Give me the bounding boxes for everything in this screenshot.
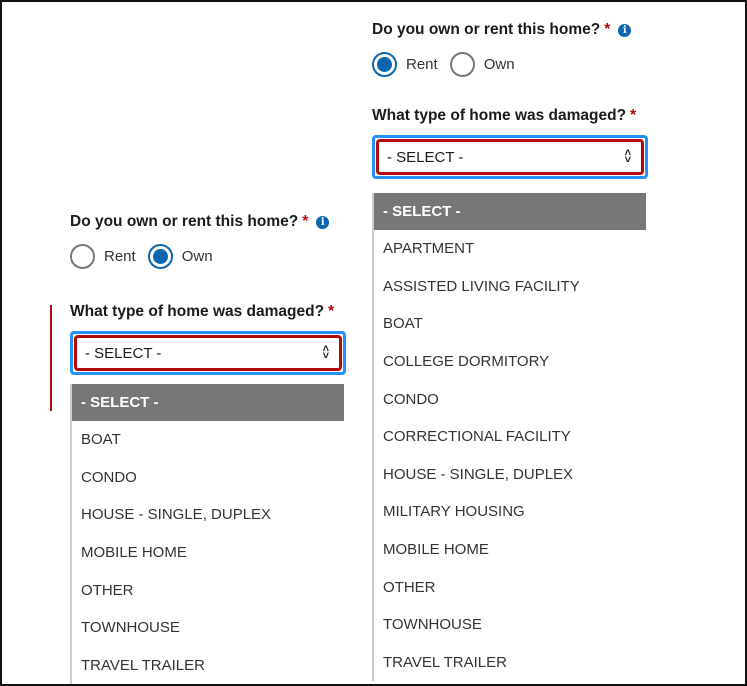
info-icon[interactable]: i — [316, 215, 330, 229]
required-asterisk: * — [328, 303, 335, 320]
required-asterisk: * — [630, 107, 637, 124]
dropdown-option[interactable]: CORRECTIONAL FACILITY — [383, 428, 571, 446]
radio-circle-icon[interactable] — [70, 244, 95, 269]
radio-circle-icon[interactable] — [147, 244, 173, 269]
dropdown-option[interactable]: BOAT — [383, 315, 423, 333]
right-dropdown-list[interactable]: - SELECT - APARTMENT ASSISTED LIVING FACIL… — [372, 193, 646, 682]
dropdown-option[interactable]: CONDO — [383, 390, 439, 408]
home-type-select[interactable]: - SELECT - ˄ ˅ — [372, 135, 648, 179]
radio-rent[interactable]: Rent — [372, 52, 438, 77]
chevron-up-down-icon: ˄ ˅ — [322, 343, 329, 362]
home-type-select[interactable]: - SELECT - ˄ ˅ — [70, 331, 346, 375]
left-dropdown-list[interactable]: - SELECT - BOAT CONDO HOUSE - SINGLE, DUPLE… — [70, 384, 344, 685]
ownership-radio-group: Rent Own — [70, 244, 346, 269]
dropdown-option[interactable]: MOBILE HOME — [383, 541, 489, 559]
dropdown-option[interactable]: APARTMENT — [383, 240, 475, 258]
dropdown-option[interactable]: BOAT — [81, 431, 121, 449]
info-icon[interactable]: i — [618, 23, 632, 37]
dropdown-option[interactable]: - SELECT - — [72, 384, 344, 421]
error-indicator-bar — [50, 305, 52, 411]
dropdown-option[interactable]: OTHER — [383, 578, 436, 596]
radio-own[interactable]: Own — [147, 244, 213, 269]
ownership-radio-group: Rent Own — [372, 52, 648, 77]
ownership-question: Do you own or rent this home? * i — [372, 21, 648, 39]
chevron-up-down-icon: ˄ ˅ — [624, 147, 631, 166]
radio-own[interactable]: Own — [449, 52, 515, 77]
dropdown-option[interactable]: TRAVEL TRAILER — [383, 653, 507, 671]
required-asterisk: * — [302, 213, 309, 230]
dropdown-option[interactable]: HOUSE - SINGLE, DUPLEX — [81, 506, 272, 524]
dropdown-option[interactable]: TRAVEL TRAILER — [81, 656, 205, 674]
dropdown-option[interactable]: HOUSE - SINGLE, DUPLEX — [383, 465, 574, 483]
dropdown-option[interactable]: TOWNHOUSE — [81, 619, 180, 637]
dropdown-option[interactable]: TOWNHOUSE — [383, 616, 482, 634]
left-form-panel: Do you own or rent this home? * i Rent Own… — [70, 213, 346, 375]
radio-circle-icon[interactable] — [372, 52, 397, 77]
dropdown-option[interactable]: COLLEGE DORMITORY — [383, 353, 550, 371]
right-form-panel: Do you own or rent this home? * i Rent Own… — [372, 21, 648, 179]
radio-circle-icon[interactable] — [449, 52, 475, 77]
required-asterisk: * — [604, 21, 611, 38]
dropdown-option[interactable]: - SELECT - — [374, 193, 646, 230]
dropdown-option[interactable]: MILITARY HOUSING — [383, 503, 525, 521]
radio-rent[interactable]: Rent — [70, 244, 136, 269]
dropdown-option[interactable]: MOBILE HOME — [81, 544, 187, 562]
home-type-question: What type of home was damaged? * — [372, 107, 637, 124]
dropdown-option[interactable]: CONDO — [81, 468, 137, 486]
dropdown-option[interactable]: OTHER — [81, 581, 134, 599]
dropdown-option[interactable]: ASSISTED LIVING FACILITY — [383, 277, 580, 295]
ownership-question: Do you own or rent this home? * i — [70, 213, 346, 231]
home-type-question: What type of home was damaged? * — [70, 303, 335, 320]
